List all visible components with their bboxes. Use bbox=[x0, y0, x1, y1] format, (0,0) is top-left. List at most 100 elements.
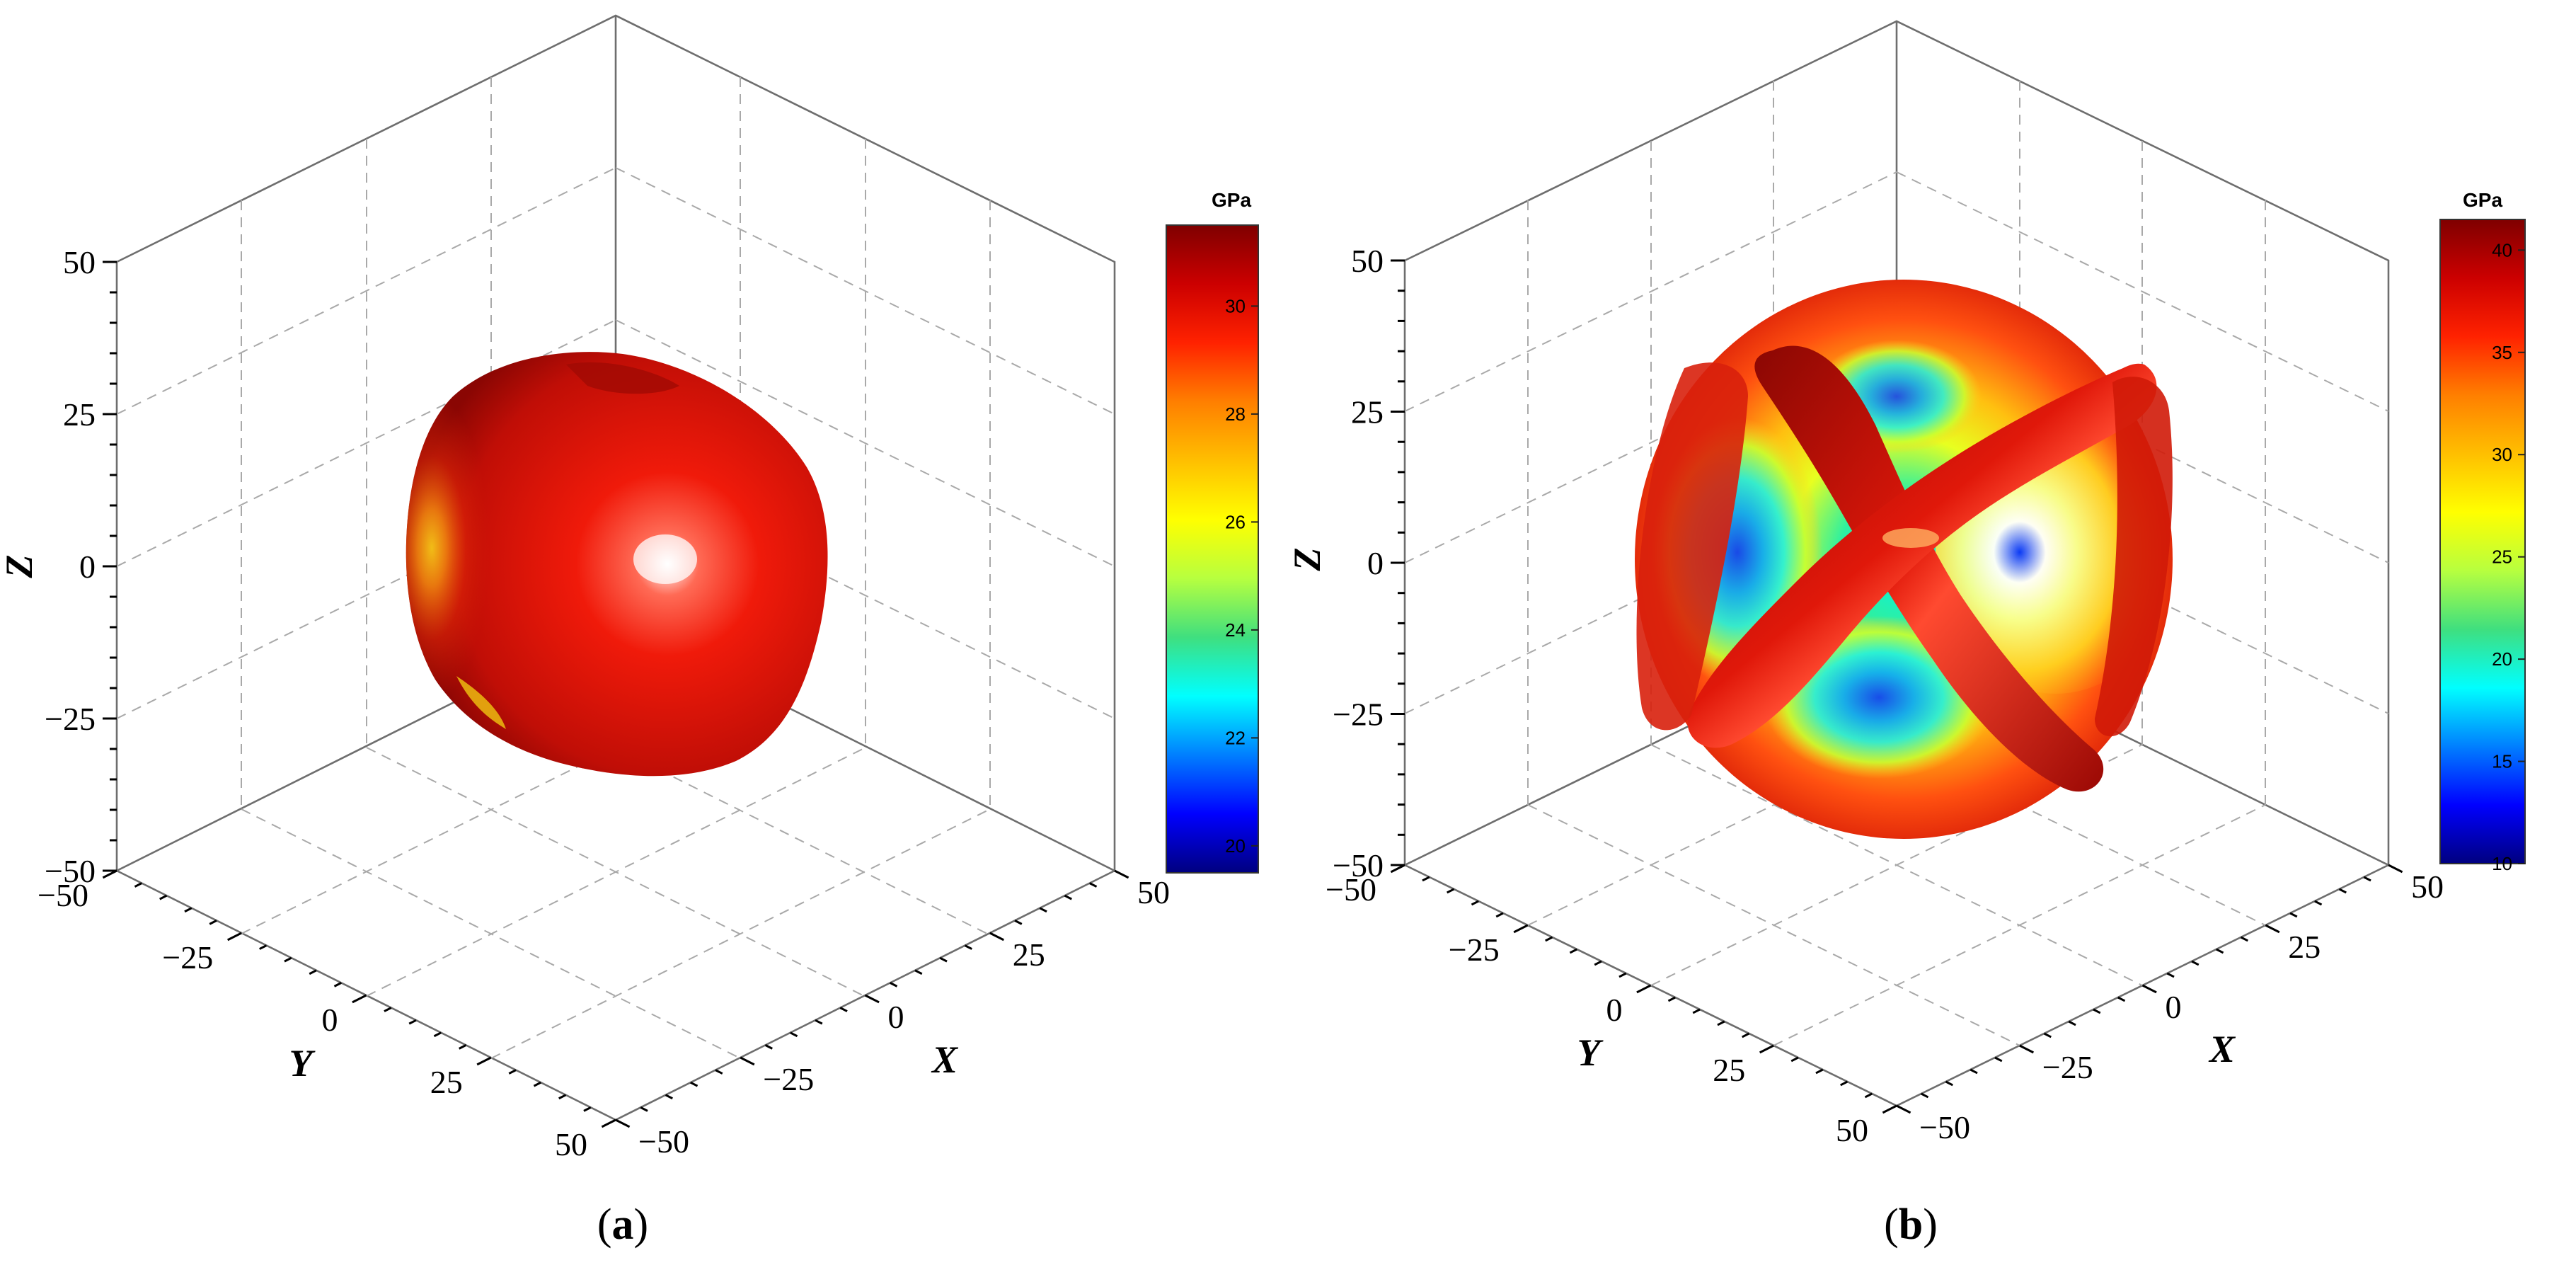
panel-a-colorbar-tick-label: 26 bbox=[1225, 511, 1246, 532]
panel-b-x-tick bbox=[2093, 1008, 2101, 1014]
panel-b-x-tick bbox=[2117, 996, 2126, 1002]
panel-a-z-tick-label: 25 bbox=[63, 396, 96, 433]
panel-a-x-tick bbox=[690, 1081, 698, 1087]
panel-b-x-tick bbox=[2388, 864, 2403, 874]
panel-a-colorbar-tick-label: 30 bbox=[1225, 295, 1246, 316]
panel-a-y-tick bbox=[134, 882, 142, 888]
panel-b-x-tick bbox=[2338, 888, 2347, 894]
panel-b-y-tick bbox=[1545, 936, 1553, 942]
panel-a-x-tick-label: 50 bbox=[1137, 874, 1170, 910]
panel-b: −50 −25 0 25 50 Z −50 −25 0 25 50 Y −50 −25 0 25 50 X GPa… bbox=[1286, 20, 2526, 1249]
panel-b-x-tick-label: −25 bbox=[2042, 1049, 2093, 1085]
panel-a-x-tick-label: −50 bbox=[638, 1123, 689, 1160]
panel-b-y-tick bbox=[1618, 972, 1627, 978]
panel-b-colorbar-tick-label: 15 bbox=[2492, 751, 2512, 772]
panel-a-front-edges bbox=[116, 869, 1115, 1121]
panel-b-x-tick bbox=[1921, 1092, 1929, 1099]
panel-b-z-tick-label: −50 bbox=[1333, 847, 1384, 883]
panel-b-y-tick bbox=[1882, 1104, 1897, 1114]
panel-b-x-tick-label: 0 bbox=[2166, 989, 2182, 1025]
panel-b-y-tick bbox=[1636, 984, 1652, 994]
panel-b-surface-outer-rim-right bbox=[2095, 377, 2173, 737]
panel-a-y-tick bbox=[459, 1044, 467, 1050]
panel-a-x-tick-label: 25 bbox=[1013, 937, 1045, 973]
panel-a-y-tick-label: 0 bbox=[322, 1002, 338, 1038]
panel-a-x-tick bbox=[764, 1044, 773, 1050]
panel-a-y-tick-label: 50 bbox=[555, 1126, 587, 1162]
panel-a-z-axis: −50 −25 0 25 50 Z bbox=[0, 244, 117, 889]
panel-a-x-tick bbox=[890, 982, 898, 988]
panel-a-z-axis-label: Z bbox=[0, 555, 40, 579]
panel-b-colorbar-tick-label: 10 bbox=[2492, 853, 2512, 874]
panel-a-x-tick bbox=[939, 956, 948, 963]
panel-a-y-tick bbox=[433, 1031, 442, 1038]
panel-b-colorbar-ticks: 10 15 20 25 30 35 40 bbox=[2492, 239, 2525, 874]
panel-b-y-tick bbox=[1495, 912, 1504, 918]
panel-a-x-tick bbox=[640, 1106, 648, 1112]
panel-a-y-axis: −50 −25 0 25 50 Y bbox=[38, 869, 616, 1162]
panel-a-y-tick bbox=[508, 1069, 517, 1075]
panel-b-colorbar-tick-label: 30 bbox=[2492, 444, 2512, 465]
panel-b-y-tick bbox=[1717, 1020, 1725, 1026]
panel-a-y-tick bbox=[102, 869, 117, 879]
panel-b-surface-rib-2 bbox=[1687, 363, 2157, 748]
panel-a-x-axis-label: X bbox=[931, 1038, 959, 1081]
panel-b-x-tick bbox=[1970, 1068, 1978, 1075]
panel-a-y-tick bbox=[333, 982, 342, 988]
panel-a-x-tick bbox=[1064, 894, 1072, 900]
panel-a-y-tick bbox=[384, 1007, 392, 1012]
panel-b-x-tick bbox=[2166, 972, 2175, 978]
panel-b-y-axis: −50 −25 0 25 50 Y bbox=[1326, 864, 1897, 1148]
panel-a-label-letter: a bbox=[612, 1201, 634, 1249]
panel-a-y-tick bbox=[284, 956, 292, 963]
panel-b-x-axis-label: X bbox=[2208, 1028, 2236, 1070]
panel-a-y-tick-label: −50 bbox=[38, 877, 88, 913]
panel-b-x-tick bbox=[2289, 912, 2298, 918]
panel-a-z-tick-label: 0 bbox=[79, 549, 96, 585]
panel-b-z-tick-label: 25 bbox=[1351, 394, 1384, 430]
panel-b-z-tick-label: −25 bbox=[1333, 697, 1384, 733]
panel-b-y-tick bbox=[1390, 864, 1405, 874]
panel-b-colorbar: GPa 10 15 20 25 30 35 40 bbox=[2439, 189, 2526, 874]
panel-b-z-tick-label: 50 bbox=[1351, 243, 1384, 279]
panel-a-y-tick-label: −25 bbox=[162, 939, 213, 975]
panel-b-label: (b) bbox=[1884, 1201, 1938, 1249]
panel-b-y-axis-label: Y bbox=[1577, 1031, 1604, 1074]
panel-b-surface bbox=[1635, 280, 2176, 839]
panel-b-y-tick-label: 50 bbox=[1836, 1112, 1868, 1148]
panel-b-surface-center-highlight bbox=[1882, 528, 1939, 548]
panel-a-y-tick-label: 25 bbox=[430, 1064, 463, 1100]
panel-b-x-tick-label: 50 bbox=[2411, 869, 2444, 905]
panel-a-x-tick bbox=[864, 994, 880, 1004]
panel-a-surface bbox=[406, 352, 828, 777]
panel-b-y-tick bbox=[1513, 924, 1529, 934]
panel-a-z-tick-label: −50 bbox=[45, 853, 96, 889]
panel-b-x-tick-label: −50 bbox=[1919, 1109, 1970, 1145]
panel-a-x-tick bbox=[1039, 907, 1047, 913]
panel-b-z-axis: −50 −25 0 25 50 Z bbox=[1286, 243, 1405, 883]
panel-b-y-tick bbox=[1840, 1080, 1848, 1087]
panel-a-x-tick bbox=[964, 944, 972, 950]
panel-a-y-tick bbox=[558, 1094, 567, 1100]
panel-a-axes: −50 −25 0 25 50 Z −50 −25 0 25 50 Y −50 −25 0 25 50 X bbox=[0, 244, 1170, 1162]
panel-a-surface-highlight bbox=[633, 534, 697, 584]
panel-a-y-tick bbox=[309, 969, 317, 975]
panel-b-x-tick bbox=[2314, 900, 2323, 906]
panel-b-y-tick bbox=[1759, 1044, 1774, 1054]
panel-a-x-tick bbox=[914, 969, 923, 975]
panel-b-label-letter: b bbox=[1899, 1201, 1923, 1249]
panel-b-axes: −50 −25 0 25 50 Z −50 −25 0 25 50 Y −50 −25 0 25 50 X bbox=[1286, 243, 2444, 1148]
panel-b-x-tick bbox=[2068, 1020, 2076, 1026]
panel-a-x-tick bbox=[790, 1031, 798, 1038]
panel-b-z-axis-label: Z bbox=[1286, 548, 1328, 572]
panel-a-y-tick bbox=[533, 1081, 541, 1087]
panel-b-x-tick bbox=[1994, 1056, 2003, 1063]
panel-a-surface-left-face bbox=[406, 394, 534, 736]
panel-b-x-tick bbox=[1896, 1104, 1911, 1114]
panel-b-y-tick bbox=[1864, 1092, 1873, 1099]
panel-a-y-tick bbox=[226, 932, 242, 941]
panel-a-x-tick bbox=[989, 932, 1005, 941]
panel-a-y-axis-label: Y bbox=[289, 1042, 316, 1084]
panel-b-y-tick-label: −25 bbox=[1449, 932, 1500, 968]
panel-a-y-tick bbox=[601, 1118, 616, 1128]
